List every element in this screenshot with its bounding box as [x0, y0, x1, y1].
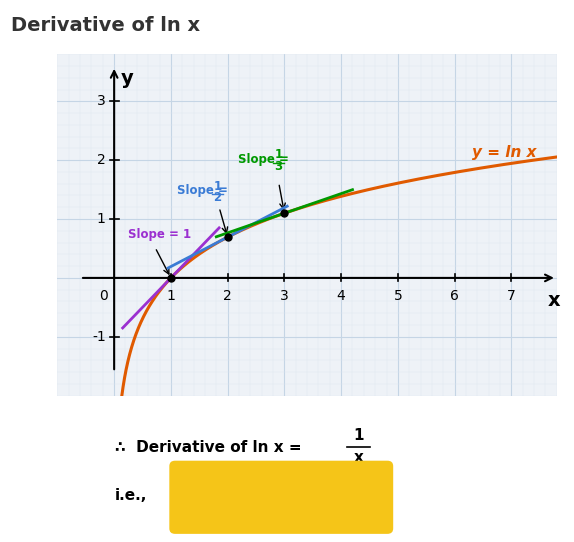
Text: (ln x) =: (ln x) =	[212, 488, 276, 504]
Text: x: x	[348, 499, 358, 514]
Text: 2: 2	[223, 288, 232, 302]
Text: 1: 1	[348, 476, 358, 492]
Text: x: x	[548, 291, 560, 310]
Text: dx: dx	[179, 499, 200, 514]
Text: -1: -1	[92, 330, 106, 344]
Text: 2: 2	[214, 191, 222, 204]
Text: 1: 1	[214, 179, 222, 192]
Text: 5: 5	[394, 288, 402, 302]
Text: 2: 2	[97, 153, 106, 167]
Text: 1: 1	[354, 428, 364, 443]
Text: Derivative of ln x: Derivative of ln x	[11, 16, 200, 35]
Text: Slope =: Slope =	[177, 184, 231, 197]
Text: y: y	[121, 69, 134, 88]
Text: 3: 3	[280, 288, 289, 302]
Text: i.e.,: i.e.,	[115, 488, 147, 504]
Text: 3: 3	[274, 160, 283, 173]
Text: 6: 6	[450, 288, 459, 302]
Text: ∴  Derivative of ln x =: ∴ Derivative of ln x =	[115, 440, 307, 455]
Text: Slope =: Slope =	[238, 153, 293, 166]
Text: 1: 1	[166, 288, 175, 302]
Text: Slope = 1: Slope = 1	[129, 228, 192, 241]
Text: d: d	[184, 476, 195, 492]
Text: 1: 1	[274, 149, 283, 162]
Text: 1: 1	[97, 212, 106, 226]
Text: 4: 4	[337, 288, 346, 302]
Text: y = ln x: y = ln x	[472, 145, 536, 160]
Text: x: x	[354, 450, 364, 466]
Text: 3: 3	[97, 94, 106, 108]
Text: 7: 7	[507, 288, 516, 302]
Text: 0: 0	[99, 288, 108, 302]
